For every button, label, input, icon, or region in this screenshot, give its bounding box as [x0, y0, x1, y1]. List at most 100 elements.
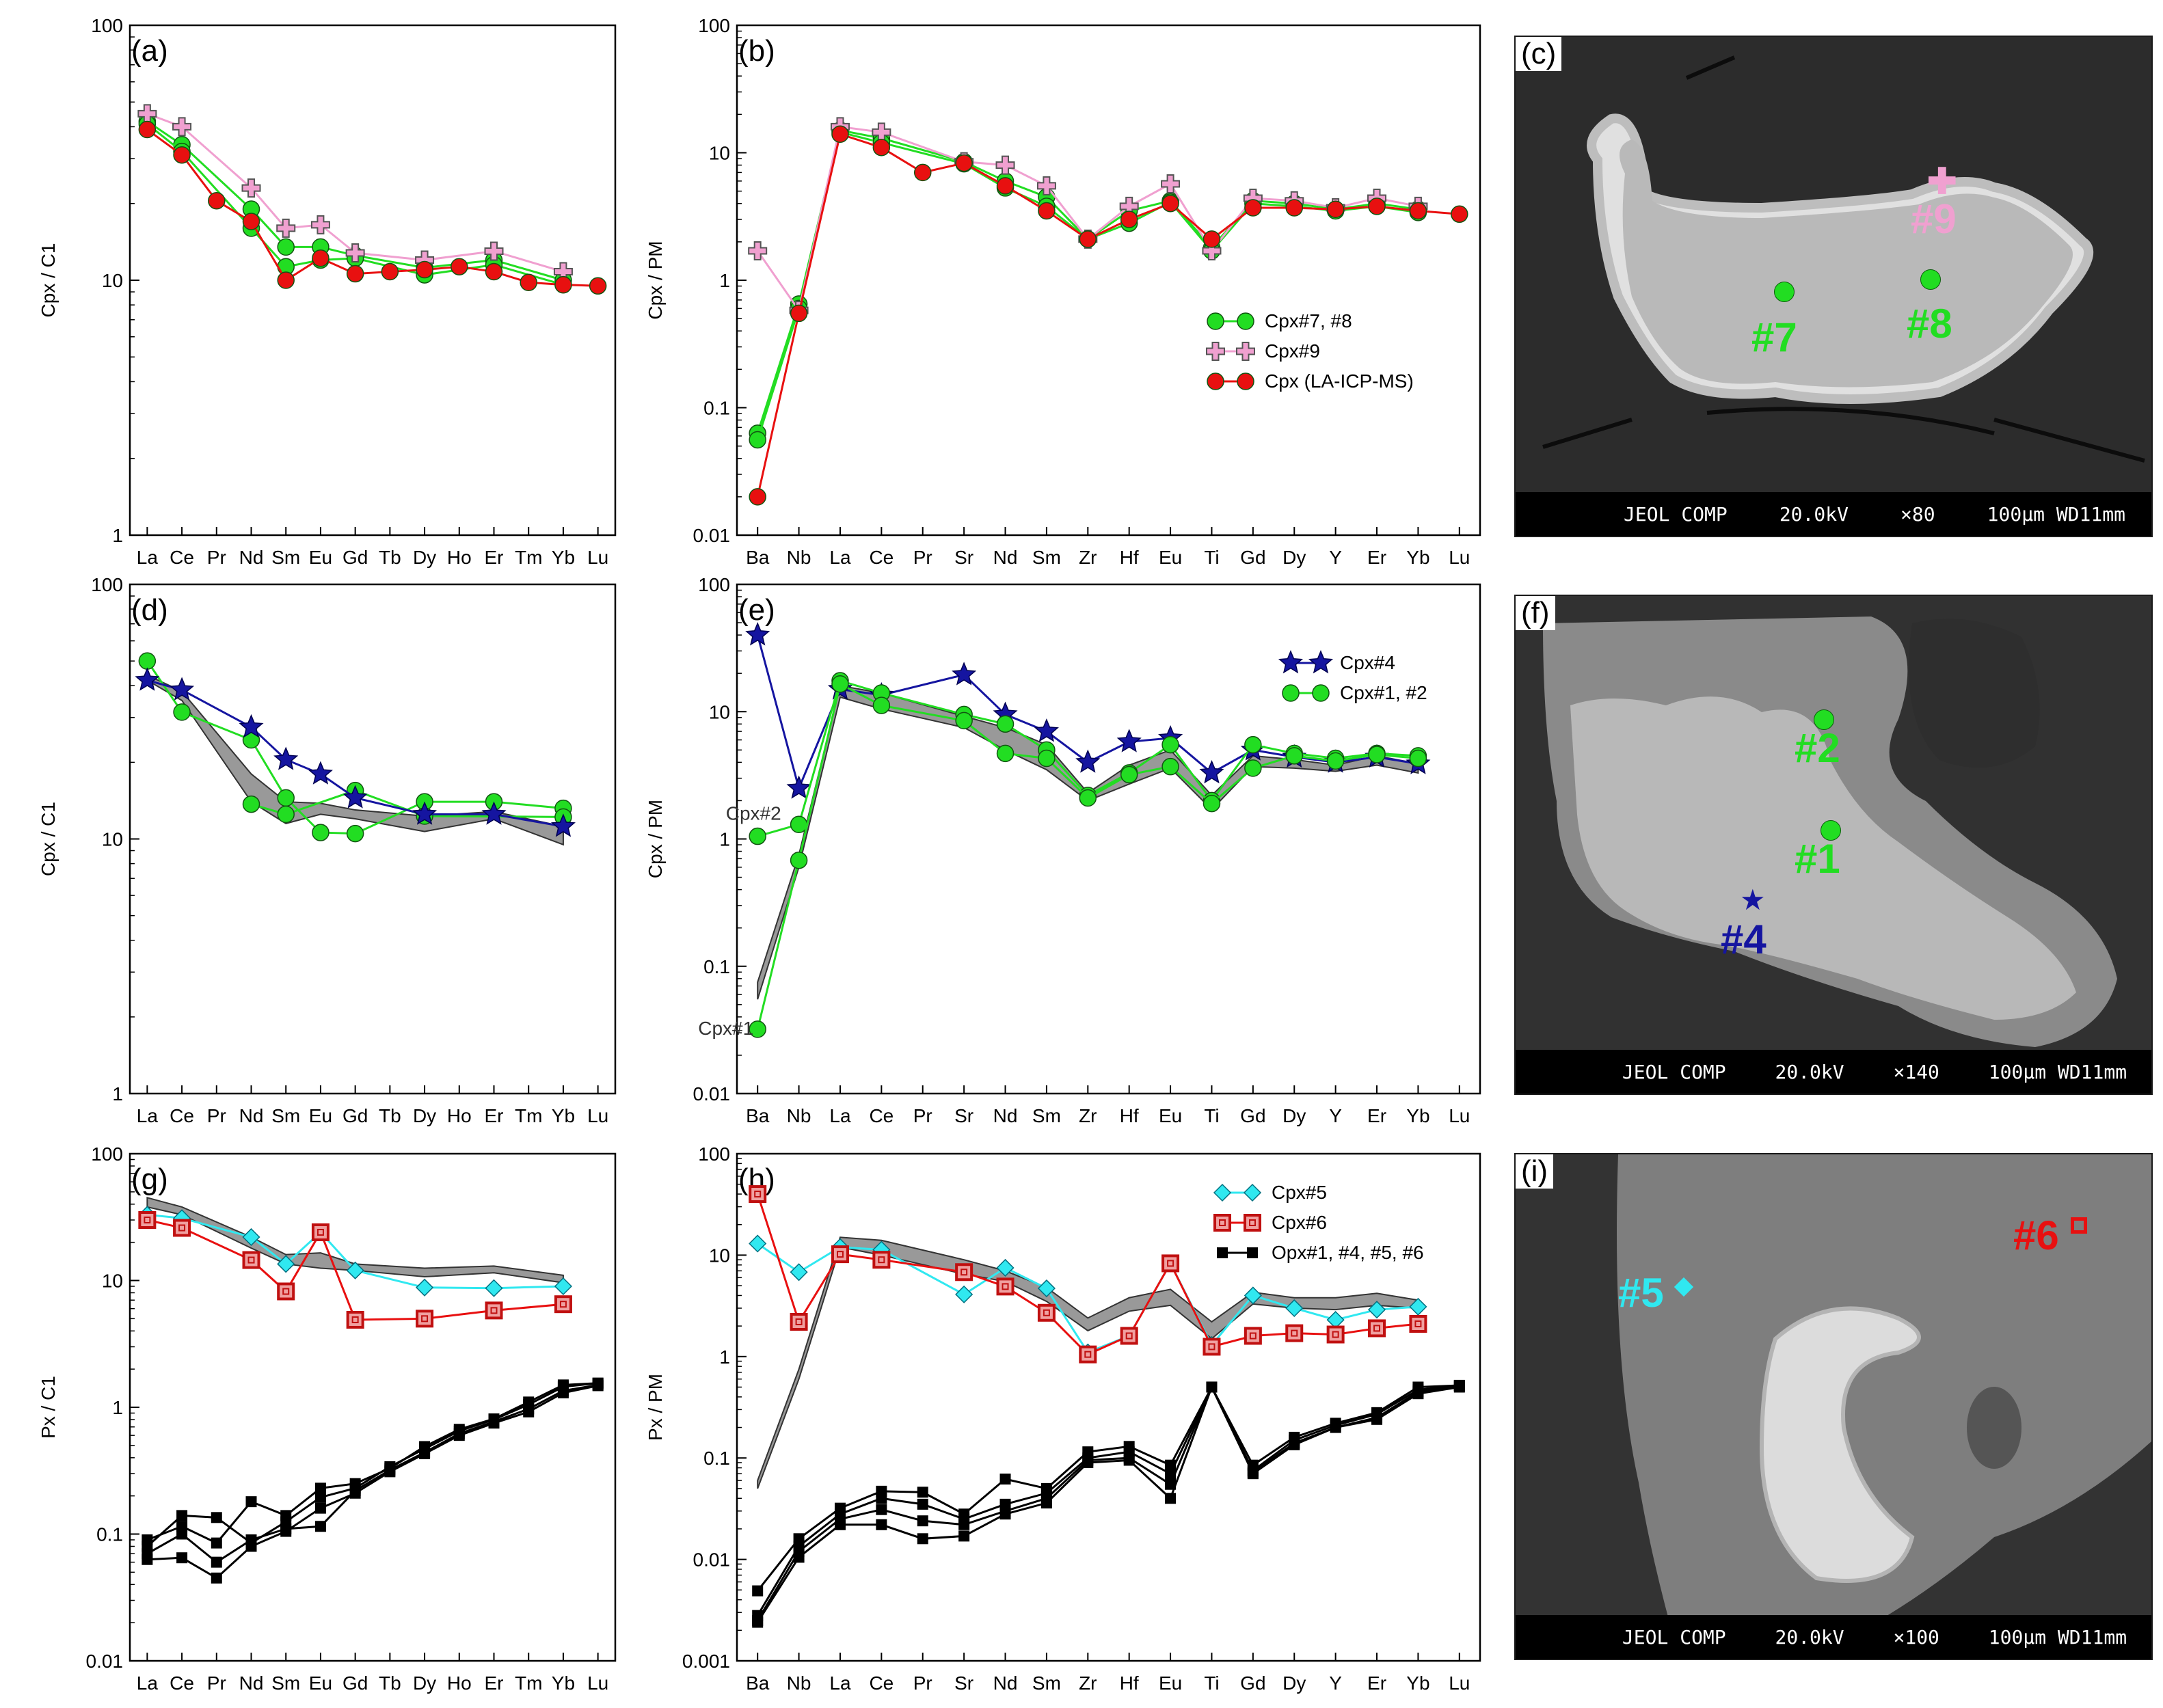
series-3 [138, 120, 607, 295]
data-point [1161, 735, 1179, 754]
x-tick-label: Sm [1032, 1672, 1061, 1694]
data-point [1079, 230, 1097, 248]
data-point-fill [1162, 176, 1179, 193]
x-tick-label: Zr [1079, 547, 1097, 568]
series-1 [138, 1210, 572, 1329]
data-point-inner [878, 1256, 885, 1264]
plot-frame-h [736, 1152, 1481, 1662]
data-point [481, 801, 507, 825]
chart-b: 0.01 0.1 1 10 100 Ba Nb La Ce Pr Sr Nd Sm Zr Hf Eu Ti Gd D… [645, 15, 1481, 568]
data-point [1453, 1381, 1465, 1393]
sem-scale: 100μm WD11mm [1987, 502, 2125, 526]
x-tick-label: Ti [1204, 1672, 1219, 1694]
legend-marker [1282, 684, 1300, 702]
series-line [756, 131, 1419, 440]
data-point [872, 696, 891, 714]
data-point [211, 1556, 222, 1568]
data-point [1326, 1325, 1345, 1344]
x-tick-label: Eu [1159, 1672, 1182, 1694]
data-point [1326, 200, 1345, 218]
data-point [173, 1219, 191, 1237]
data-point [308, 761, 333, 785]
x-tick-label: Nd [239, 547, 264, 568]
data-point [346, 265, 364, 283]
data-point [876, 1493, 887, 1504]
sem-magnification: ×100 [1893, 1625, 1939, 1649]
data-point [554, 1277, 572, 1296]
x-tick-label: Hf [1120, 1672, 1139, 1694]
y-tick-label: 0.01 [693, 1549, 731, 1571]
data-point [955, 154, 973, 172]
legend-marker [1213, 1214, 1231, 1232]
x-tick-label: Pr [913, 1672, 932, 1694]
x-tick-label: Gd [1240, 547, 1265, 568]
data-point [242, 1228, 260, 1247]
series-5 [752, 1381, 1465, 1628]
x-tick-label: Tb [379, 1105, 401, 1126]
x-tick-label: Dy [413, 1672, 436, 1694]
data-point-inner [836, 1251, 844, 1258]
data-point [1040, 1497, 1052, 1509]
legend-marker [1237, 312, 1254, 330]
data-point-inner [1208, 1343, 1215, 1351]
y-tick-label: 10 [709, 143, 730, 164]
data-point [914, 163, 932, 182]
data-point [749, 431, 766, 449]
y-tick-label: 100 [91, 574, 123, 595]
data-point [790, 1263, 808, 1282]
legend-marker-inner [1219, 1219, 1226, 1226]
y-tick-label: 0.01 [86, 1651, 124, 1672]
data-point [790, 815, 808, 834]
data-point [176, 1510, 188, 1521]
data-point [208, 191, 226, 210]
y-tick-label: 100 [698, 1143, 730, 1165]
legend-marker [1278, 650, 1304, 674]
plot-frame-b [736, 24, 1481, 537]
data-point-inner [1249, 1332, 1257, 1340]
data-point [745, 622, 770, 646]
x-tick-label: Ce [869, 1105, 894, 1126]
data-point-fill [174, 118, 191, 135]
spot-label-4: #4 [1721, 917, 1766, 962]
x-tick-label: Er [485, 547, 504, 568]
data-point-inner [795, 1318, 803, 1325]
y-tick-label: 10 [709, 701, 730, 722]
data-point [554, 275, 572, 294]
data-point-inner [1373, 1325, 1381, 1332]
data-point [277, 1255, 295, 1273]
data-point [1203, 1338, 1221, 1356]
data-point [1330, 1422, 1341, 1433]
data-point-fill [1038, 177, 1055, 194]
sem-voltage: 20.0kV [1775, 1060, 1844, 1083]
data-point [831, 1245, 849, 1264]
data-point [589, 277, 607, 295]
data-point [917, 1498, 928, 1510]
y-tick-label: 10 [102, 829, 123, 850]
data-point [273, 746, 299, 770]
data-point [314, 1502, 326, 1514]
data-point [1367, 1301, 1386, 1319]
reference-band [757, 685, 1419, 1000]
series-line [146, 1382, 598, 1547]
x-tick-label: Tm [515, 1672, 542, 1694]
legend-b: Cpx#7, #8 Cpx#9 Cpx (LA-ICP-MS) [1206, 310, 1414, 392]
spot-label-1: #1 [1795, 836, 1840, 882]
x-tick-label: Dy [413, 1105, 436, 1126]
data-point [996, 177, 1015, 195]
sem-detector: JEOL COMP [1622, 1625, 1726, 1649]
data-point [557, 1387, 569, 1398]
data-point [346, 1310, 364, 1329]
data-point [1409, 1314, 1427, 1333]
x-tick-label: Eu [309, 1105, 332, 1126]
data-point [1116, 729, 1142, 753]
data-point [872, 139, 891, 157]
y-tick-label: 0.1 [703, 1448, 730, 1469]
legend-marker [1207, 372, 1224, 390]
spot-label-9: #9 [1911, 196, 1957, 242]
x-tick-label: Eu [1159, 547, 1182, 568]
x-tick-label: Ce [170, 1672, 194, 1694]
y-tick-label: 100 [91, 1143, 123, 1165]
data-point [876, 1504, 887, 1515]
x-tick-label: Pr [207, 1105, 226, 1126]
